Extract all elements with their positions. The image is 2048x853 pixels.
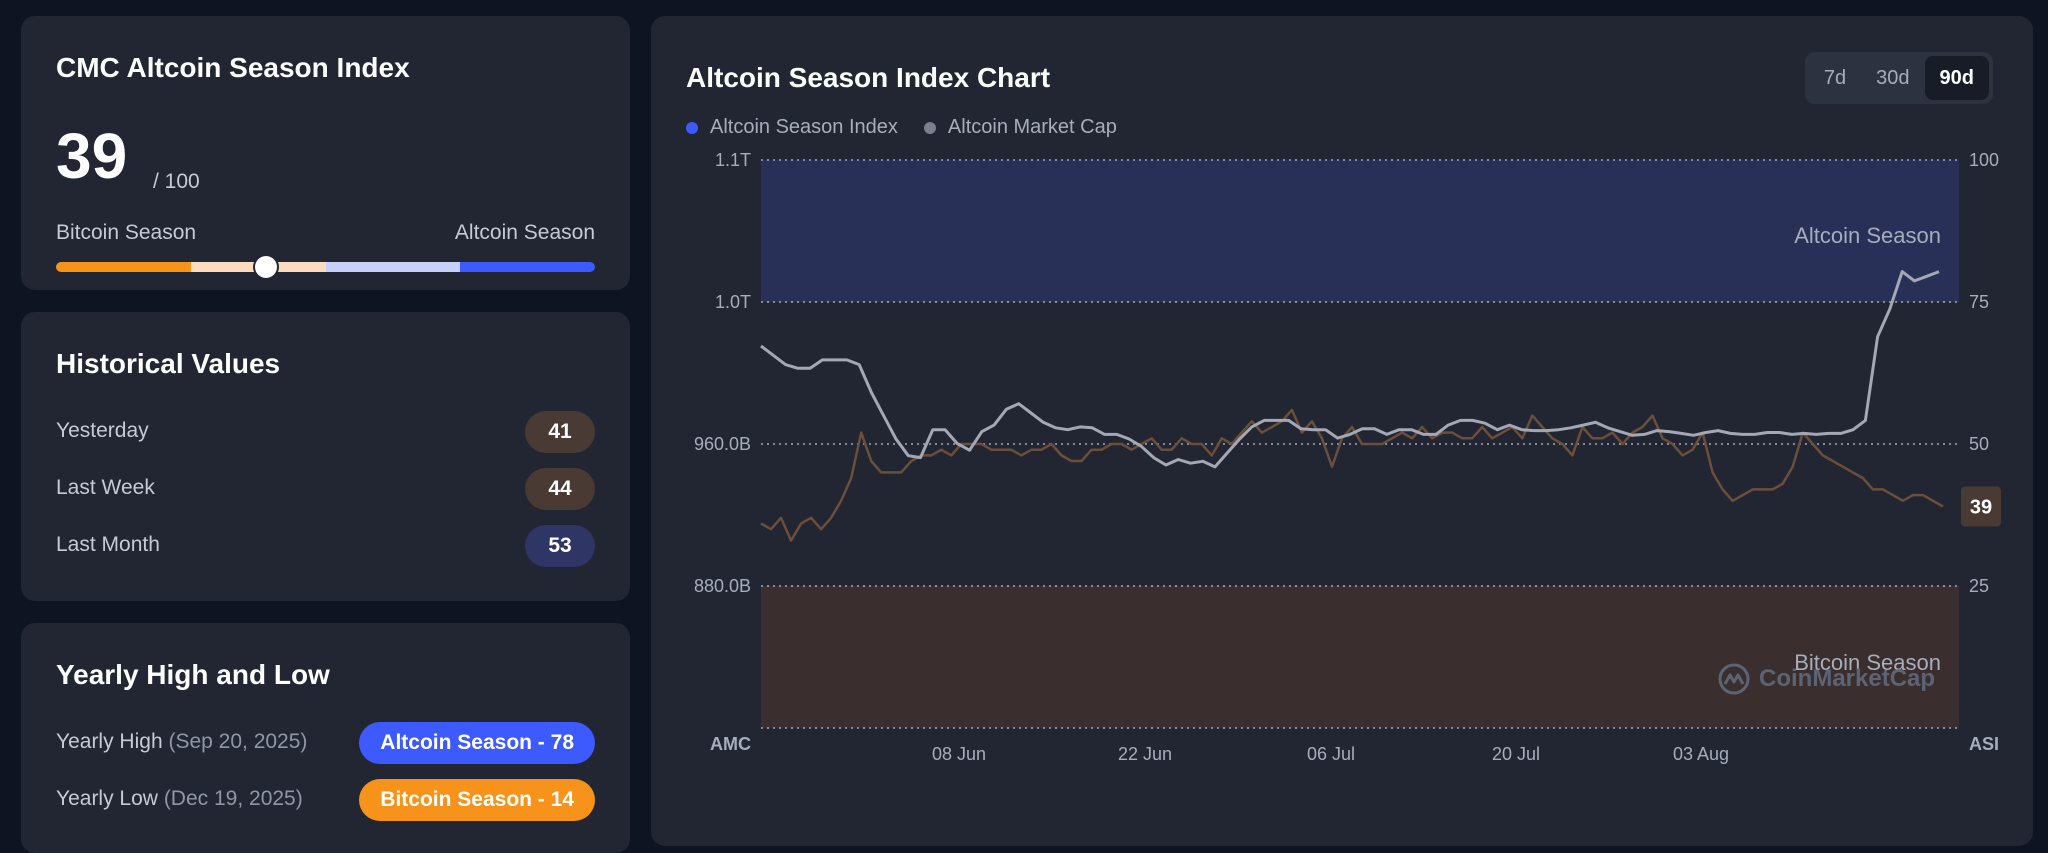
yearly-high-text: Yearly High: [56, 730, 163, 753]
yearly-low-pill: Bitcoin Season - 14: [359, 779, 595, 821]
altcoin-index-card: CMC Altcoin Season Index 39 / 100 Bitcoi…: [21, 16, 630, 290]
historical-row-last-month: Last Month 53: [56, 525, 595, 567]
current-value-label: 39: [1970, 496, 1992, 518]
right-axis-tick: 50: [1969, 434, 1989, 454]
gauge-segment-3: [325, 262, 461, 272]
legend-dot-index: [686, 121, 698, 134]
left-axis-tick: 880.0B: [694, 576, 751, 596]
yearly-low-text: Yearly Low: [56, 787, 158, 810]
gauge-segment-1: [56, 262, 191, 272]
yearly-high-date: (Sep 20, 2025): [168, 730, 308, 753]
x-axis-tick: 20 Jul: [1492, 744, 1540, 764]
left-axis-label: AMC: [710, 734, 751, 754]
historical-label: Yesterday: [56, 419, 149, 442]
season-gauge-indicator: [255, 256, 278, 278]
legend-label-index: Altcoin Season Index: [710, 116, 898, 138]
historical-row-yesterday: Yesterday 41: [56, 411, 595, 453]
yearly-low-label: Yearly Low (Dec 19, 2025): [56, 787, 303, 811]
bitcoin-season-label: Bitcoin Season: [56, 221, 197, 244]
altcoin-season-label: Altcoin Season: [454, 221, 595, 244]
zone-bitcoin-season: [761, 586, 1959, 728]
yearly-low-row: Yearly Low (Dec 19, 2025) Bitcoin Season…: [56, 779, 595, 821]
chart-legend: Altcoin Season Index Altcoin Market Cap: [686, 116, 1117, 139]
legend-item-index[interactable]: Altcoin Season Index: [686, 116, 898, 139]
left-axis-tick: 1.0T: [715, 292, 751, 312]
range-selector: 7d 30d 90d: [1804, 52, 1993, 104]
altcoin-season-zone-label: Altcoin Season: [1794, 223, 1941, 248]
historical-value-badge: 53: [525, 525, 595, 567]
yearly-low-date: (Dec 19, 2025): [163, 787, 303, 810]
coinmarketcap-logo-icon: [1718, 663, 1750, 695]
historical-value-badge: 44: [525, 468, 595, 510]
x-axis-tick: 03 Aug: [1673, 744, 1729, 764]
right-axis-label: ASI: [1969, 734, 1999, 754]
historical-label: Last Week: [56, 476, 155, 499]
range-90d-button[interactable]: 90d: [1924, 56, 1989, 100]
legend-label-market-cap: Altcoin Market Cap: [947, 116, 1117, 138]
x-axis-tick: 06 Jul: [1307, 744, 1355, 764]
chart-title: Altcoin Season Index Chart: [686, 62, 1051, 93]
range-7d-button[interactable]: 7d: [1823, 67, 1847, 89]
historical-label: Last Month: [56, 533, 160, 556]
yearly-high-label: Yearly High (Sep 20, 2025): [56, 730, 307, 754]
yearly-title: Yearly High and Low: [56, 659, 330, 690]
index-card-title: CMC Altcoin Season Index: [56, 52, 410, 83]
coinmarketcap-watermark: CoinMarketCap: [1717, 662, 1935, 696]
legend-item-market-cap[interactable]: Altcoin Market Cap: [923, 116, 1117, 139]
x-axis-tick: 08 Jun: [932, 744, 986, 764]
range-30d-button[interactable]: 30d: [1876, 67, 1910, 89]
historical-values-card: Historical Values Yesterday 41 Last Week…: [21, 312, 630, 601]
yearly-high-low-card: Yearly High and Low Yearly High (Sep 20,…: [21, 623, 630, 853]
watermark-text: CoinMarketCap: [1759, 665, 1936, 692]
left-axis-tick: 960.0B: [694, 434, 751, 454]
season-gauge-bar: [56, 262, 595, 272]
index-score-max: / 100: [153, 170, 200, 193]
historical-row-last-week: Last Week 44: [56, 468, 595, 510]
index-chart-card: 1.1T 1.0T 960.0B 880.0B AMC 100 75 50 25 ASI 08 Ju…: [651, 16, 2033, 846]
right-axis-tick: 75: [1969, 292, 1989, 312]
yearly-high-pill: Altcoin Season - 78: [359, 722, 595, 764]
right-axis-tick: 100: [1969, 150, 1999, 170]
historical-value-badge: 41: [525, 411, 595, 453]
altcoin-market-cap-line: [760, 270, 1940, 469]
left-axis-tick: 1.1T: [715, 150, 751, 170]
gauge-segment-4: [460, 262, 595, 272]
right-axis-tick: 25: [1969, 576, 1989, 596]
legend-dot-market-cap: [923, 121, 936, 134]
index-chart[interactable]: 1.1T 1.0T 960.0B 880.0B AMC 100 75 50 25 ASI 08 Ju…: [651, 16, 2033, 846]
zone-altcoin-season: [761, 160, 1959, 302]
bitcoin-season-zone-label: Bitcoin Season: [1794, 650, 1941, 675]
yearly-high-row: Yearly High (Sep 20, 2025) Altcoin Seaso…: [56, 722, 595, 764]
historical-title: Historical Values: [56, 348, 281, 379]
x-axis-tick: 22 Jun: [1118, 744, 1172, 764]
index-score: 39: [56, 120, 128, 192]
current-value-badge: [1961, 486, 2001, 527]
altcoin-season-index-line: [760, 408, 1944, 542]
